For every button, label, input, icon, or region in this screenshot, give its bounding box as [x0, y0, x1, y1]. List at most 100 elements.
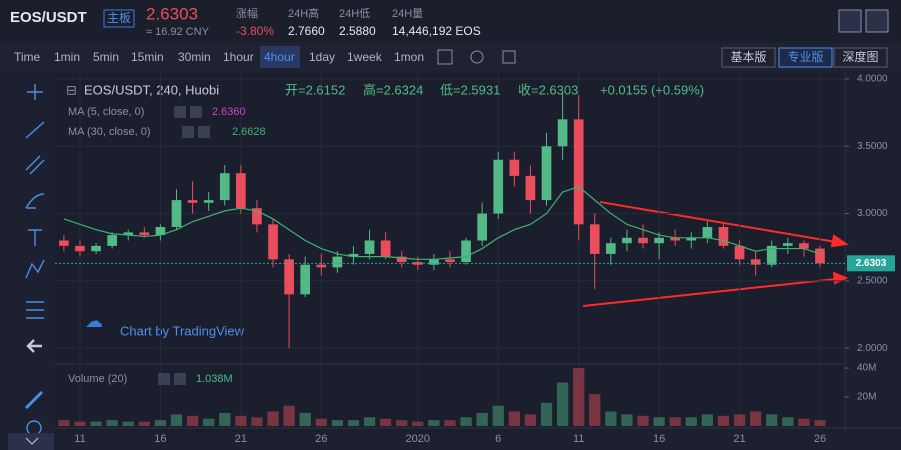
volume-bar — [476, 412, 488, 426]
candle-body — [541, 146, 552, 201]
x-tick-label: 6 — [495, 433, 501, 445]
collapse-legend[interactable]: ⊟ — [66, 82, 77, 97]
volume-close[interactable] — [174, 373, 186, 385]
collapse-button[interactable] — [8, 433, 54, 450]
version-label: 基本版 — [730, 50, 766, 64]
y-tick-label: 3.0000 — [857, 208, 888, 219]
candle-body — [557, 119, 568, 147]
interval-button[interactable]: 5min — [93, 50, 119, 64]
x-tick-label: 21 — [235, 433, 247, 445]
text-tool[interactable] — [28, 229, 42, 246]
trend-annotation — [582, 201, 849, 307]
interval-button[interactable]: 30min — [178, 50, 211, 64]
candle-body — [638, 237, 648, 244]
last-price: 2.6303 — [146, 4, 198, 23]
candle-body — [268, 224, 278, 260]
candle-body — [670, 237, 681, 241]
last-price-label: 2.6303 — [856, 258, 887, 269]
version-button[interactable] — [833, 47, 888, 68]
candle-body — [396, 256, 407, 263]
volume-bar — [186, 415, 199, 426]
interval-button[interactable]: Time — [14, 50, 41, 64]
crosshair-tool[interactable] — [27, 84, 43, 100]
x-tick-label: 11 — [573, 433, 584, 445]
x-tick-label: 26 — [814, 433, 826, 445]
candle-body — [348, 253, 359, 257]
candle-body — [734, 245, 745, 260]
stat-label: 24H高 — [288, 6, 319, 20]
stat-value: 2.5880 — [339, 24, 376, 38]
cny-price: ≈ 16.92 CNY — [146, 26, 210, 38]
interval-button[interactable]: 4hour — [264, 50, 295, 64]
y2-tick-label: 20M — [857, 392, 876, 403]
volume-bar — [251, 417, 263, 426]
back-tool[interactable] — [26, 339, 42, 353]
ma-close[interactable] — [190, 106, 202, 118]
interval-button[interactable]: 1hour — [223, 50, 254, 64]
ohlc-label: 开=2.6152 — [285, 82, 345, 97]
volume-bar — [669, 417, 681, 426]
interval-button[interactable]: 1week — [347, 50, 383, 64]
ma-value: 2.6628 — [232, 126, 266, 138]
candle-body — [332, 256, 343, 268]
indicator-icon[interactable] — [437, 49, 453, 65]
ohlc-label: 高=2.6324 — [363, 82, 423, 97]
x-tick-label: 16 — [653, 433, 665, 445]
candle-body — [59, 240, 69, 246]
brush-tool[interactable] — [25, 193, 45, 209]
volume-settings[interactable] — [158, 373, 170, 385]
y-tick-label: 3.5000 — [857, 141, 888, 152]
candle-body — [606, 243, 616, 254]
settings-icon[interactable] — [470, 50, 484, 64]
volume-bar — [589, 394, 601, 426]
candle-body — [766, 245, 777, 265]
volume-bar — [782, 417, 794, 426]
candle-body — [718, 227, 729, 246]
channel-tool[interactable] — [25, 155, 45, 175]
candle-body — [815, 248, 825, 264]
candle-body — [155, 227, 166, 236]
candle-body — [573, 119, 584, 225]
candle-body — [171, 200, 182, 228]
ma-settings[interactable] — [174, 106, 186, 118]
candle-body — [509, 159, 520, 176]
volume-bar — [219, 412, 231, 426]
volume-bar — [331, 420, 344, 426]
candle-body — [219, 173, 230, 201]
volume-bar — [106, 420, 118, 426]
ma-close[interactable] — [198, 126, 210, 138]
theme-button[interactable] — [865, 9, 889, 33]
interval-button[interactable]: 1mon — [394, 50, 424, 64]
candle-body — [702, 227, 713, 238]
stat-value: 2.7660 — [288, 24, 325, 38]
x-tick-label: 2020 — [406, 433, 430, 445]
y-tick-label: 2.5000 — [857, 275, 888, 286]
ruler-tool[interactable] — [24, 390, 44, 410]
fib-tool[interactable] — [26, 301, 44, 319]
favorite-button[interactable] — [838, 9, 862, 33]
interval-button[interactable]: 15min — [131, 50, 164, 64]
candle-body — [284, 259, 294, 295]
snapshot-icon[interactable] — [502, 50, 516, 64]
interval-button[interactable]: 1day — [309, 50, 335, 64]
interval-button[interactable]: 1min — [54, 50, 80, 64]
version-button[interactable] — [721, 47, 776, 68]
volume-bar — [138, 421, 150, 426]
volume-value: 1.038M — [196, 373, 233, 385]
volume-bar — [58, 420, 70, 426]
pattern-tool[interactable] — [25, 259, 45, 279]
candle-body — [91, 245, 101, 252]
version-button[interactable] — [778, 47, 833, 68]
ma-name: MA (5, close, 0) — [68, 106, 144, 118]
ma-settings[interactable] — [182, 126, 194, 138]
volume-bar — [363, 417, 376, 426]
chart-icons — [437, 9, 889, 65]
stat-label: 涨幅 — [236, 7, 258, 20]
volume-name: Volume (20) — [68, 373, 127, 385]
line-tool[interactable] — [25, 121, 45, 139]
x-tick-label: 11 — [74, 433, 85, 445]
volume-bar — [540, 402, 553, 426]
candle-body — [123, 232, 134, 236]
version-label: 深度图 — [842, 49, 878, 64]
